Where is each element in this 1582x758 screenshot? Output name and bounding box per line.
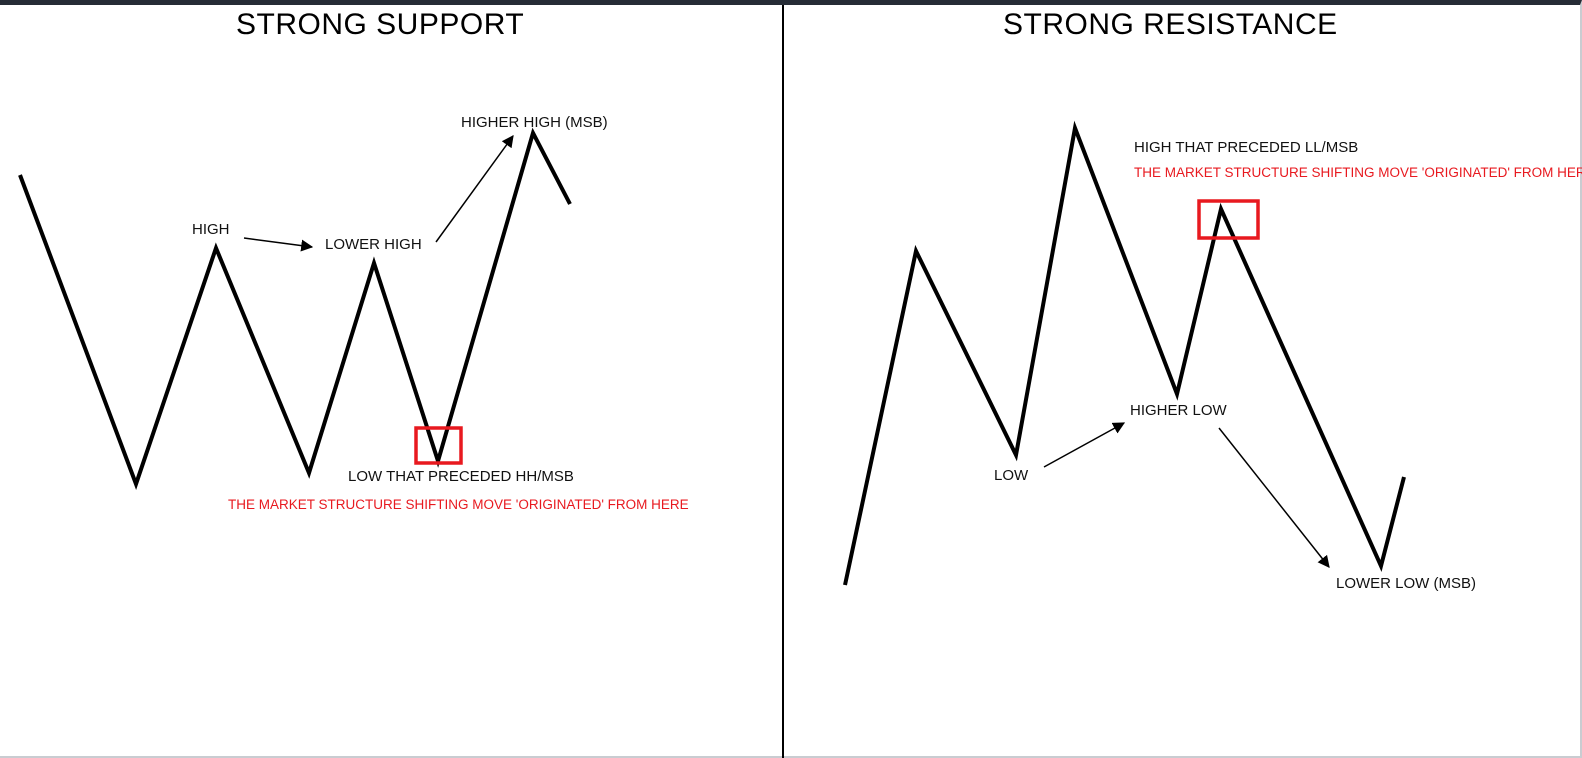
higher-high-label: HIGHER HIGH (MSB)	[461, 114, 608, 131]
resistance-price-path	[843, 120, 1406, 586]
resistance-origin-box	[1197, 199, 1260, 240]
high-to-lower-high-arrow	[243, 237, 314, 252]
lower-high-to-higher-high-arrow	[435, 135, 514, 243]
low-to-higher-low-arrow	[1043, 422, 1126, 468]
origin-high-label: HIGH THAT PRECEDED LL/MSB	[1134, 139, 1359, 156]
higher-low-to-lower-low-arrow	[1218, 427, 1330, 568]
lower-low-label: LOWER LOW (MSB)	[1336, 575, 1477, 592]
origin-low-label: LOW THAT PRECEDED HH/MSB	[348, 468, 574, 485]
resistance-origin-note: THE MARKET STRUCTURE SHIFTING MOVE 'ORIG…	[1134, 165, 1582, 180]
support-price-path	[18, 127, 572, 490]
support-origin-note: THE MARKET STRUCTURE SHIFTING MOVE 'ORIG…	[228, 497, 689, 512]
support-origin-box	[414, 426, 463, 465]
higher-low-label: HIGHER LOW	[1130, 402, 1227, 419]
support-title: STRONG SUPPORT	[236, 8, 525, 41]
panel-divider	[782, 5, 784, 758]
high-label: HIGH	[192, 221, 230, 238]
resistance-title: STRONG RESISTANCE	[1003, 8, 1338, 41]
low-label: LOW	[994, 467, 1029, 484]
lower-high-label: LOWER HIGH	[325, 236, 422, 253]
